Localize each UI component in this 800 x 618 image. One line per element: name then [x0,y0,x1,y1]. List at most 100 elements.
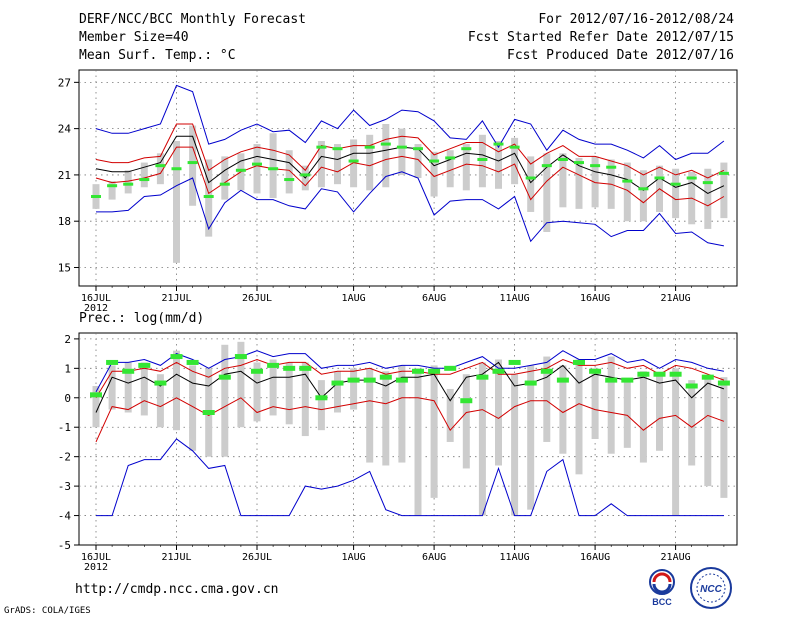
spread-box [173,140,180,263]
observed-marker [268,167,279,171]
spread-box [156,374,164,428]
year-label: 2012 [84,303,108,314]
observed-marker [106,359,119,365]
spread-box [253,144,261,194]
observed-marker [493,142,504,146]
chart-title: DERF/NCC/BCC Monthly Forecast [79,12,306,27]
observed-marker [187,161,198,165]
observed-marker [717,380,730,386]
observed-marker [590,164,601,168]
x-tick-label: 16JUL [81,293,111,304]
spread-box [639,371,647,463]
observed-marker [218,374,231,380]
observed-marker [508,359,521,365]
spread-box [559,153,567,208]
observed-marker [556,377,569,383]
spread-box [317,140,325,188]
spread-box [269,133,277,199]
x-tick-label: 26JUL [242,293,272,304]
observed-marker [477,157,488,161]
observed-marker [701,374,714,380]
y-tick-label: -4 [58,510,72,523]
observed-marker [300,173,311,177]
spread-box [446,150,454,188]
observed-marker [460,398,473,404]
spread-box [720,377,728,498]
source-url[interactable]: http://cmdp.ncc.cma.gov.cn [75,582,279,597]
x-tick-label: 26JUL [242,552,272,563]
x-tick-label: 11AUG [500,293,530,304]
spread-box [430,151,438,197]
spread-box [334,371,341,413]
ncc-logo: NCC [690,567,732,609]
spread-box [527,156,535,212]
observed-marker [234,354,247,360]
x-tick-label: 6AUG [422,552,446,563]
spread-box [704,168,712,229]
spread-box [156,153,164,185]
observed-marker [445,156,456,160]
observed-marker [428,368,441,374]
observed-marker [331,380,344,386]
observed-marker [155,164,166,168]
panel-title: Prec.: log(mm/d) [79,311,204,326]
panel-temperature: 15 18 21 24 27 16JUL 21JUL 26JUL 1AUG 6AUG 11AUG 16… [58,69,738,314]
observed-marker [686,176,697,180]
observed-marker [90,392,102,398]
spread-box [720,162,728,219]
spread-box [173,350,180,431]
observed-marker [461,147,472,151]
observed-marker [669,371,682,377]
observed-marker [670,182,681,186]
plot-frame [78,332,738,546]
observed-marker [154,380,167,386]
y-tick-label: -2 [58,451,71,464]
observed-marker [235,168,246,172]
spread-box [672,168,680,219]
observed-marker [252,162,262,166]
observed-marker [396,145,407,149]
spread-box [672,368,680,516]
observed-marker [299,365,312,371]
observed-marker [171,167,182,171]
x-tick-label: 21AUG [661,293,691,304]
spread-box [575,157,583,209]
spread-box [382,124,390,188]
observed-marker [685,383,698,389]
observed-marker [444,365,457,371]
plot-frame [78,69,738,287]
observed-marker [284,178,295,182]
observed-marker [540,368,553,374]
observed-marker [509,145,520,149]
observed-marker [429,159,440,163]
observed-marker [186,359,199,365]
x-tick-label: 1AUG [342,552,366,563]
observed-marker [525,176,536,180]
observed-marker [170,354,183,360]
spread-box [350,368,358,410]
x-tick-label: 21JUL [161,552,191,563]
observed-marker [219,182,230,186]
observed-marker [348,159,359,163]
series-line-min [96,171,724,247]
observed-marker [202,410,215,415]
spread-box [285,150,293,194]
observed-marker [622,179,633,183]
bcc-logo: BCC [649,569,675,607]
spread-box [623,162,631,222]
spread-box [559,365,567,454]
y-tick-label: 27 [58,76,71,89]
series-line-max [95,84,725,161]
observed-marker [107,184,118,188]
spread-box [221,344,229,457]
spread-box [495,140,502,189]
series-line-lower [95,397,725,443]
observed-marker [315,395,328,401]
observed-marker [637,371,650,377]
spread-box [221,156,229,200]
observed-marker [347,377,360,383]
y-tick-label: 0 [64,392,71,405]
y-tick-label: -3 [58,480,71,493]
spread-box [237,341,245,428]
